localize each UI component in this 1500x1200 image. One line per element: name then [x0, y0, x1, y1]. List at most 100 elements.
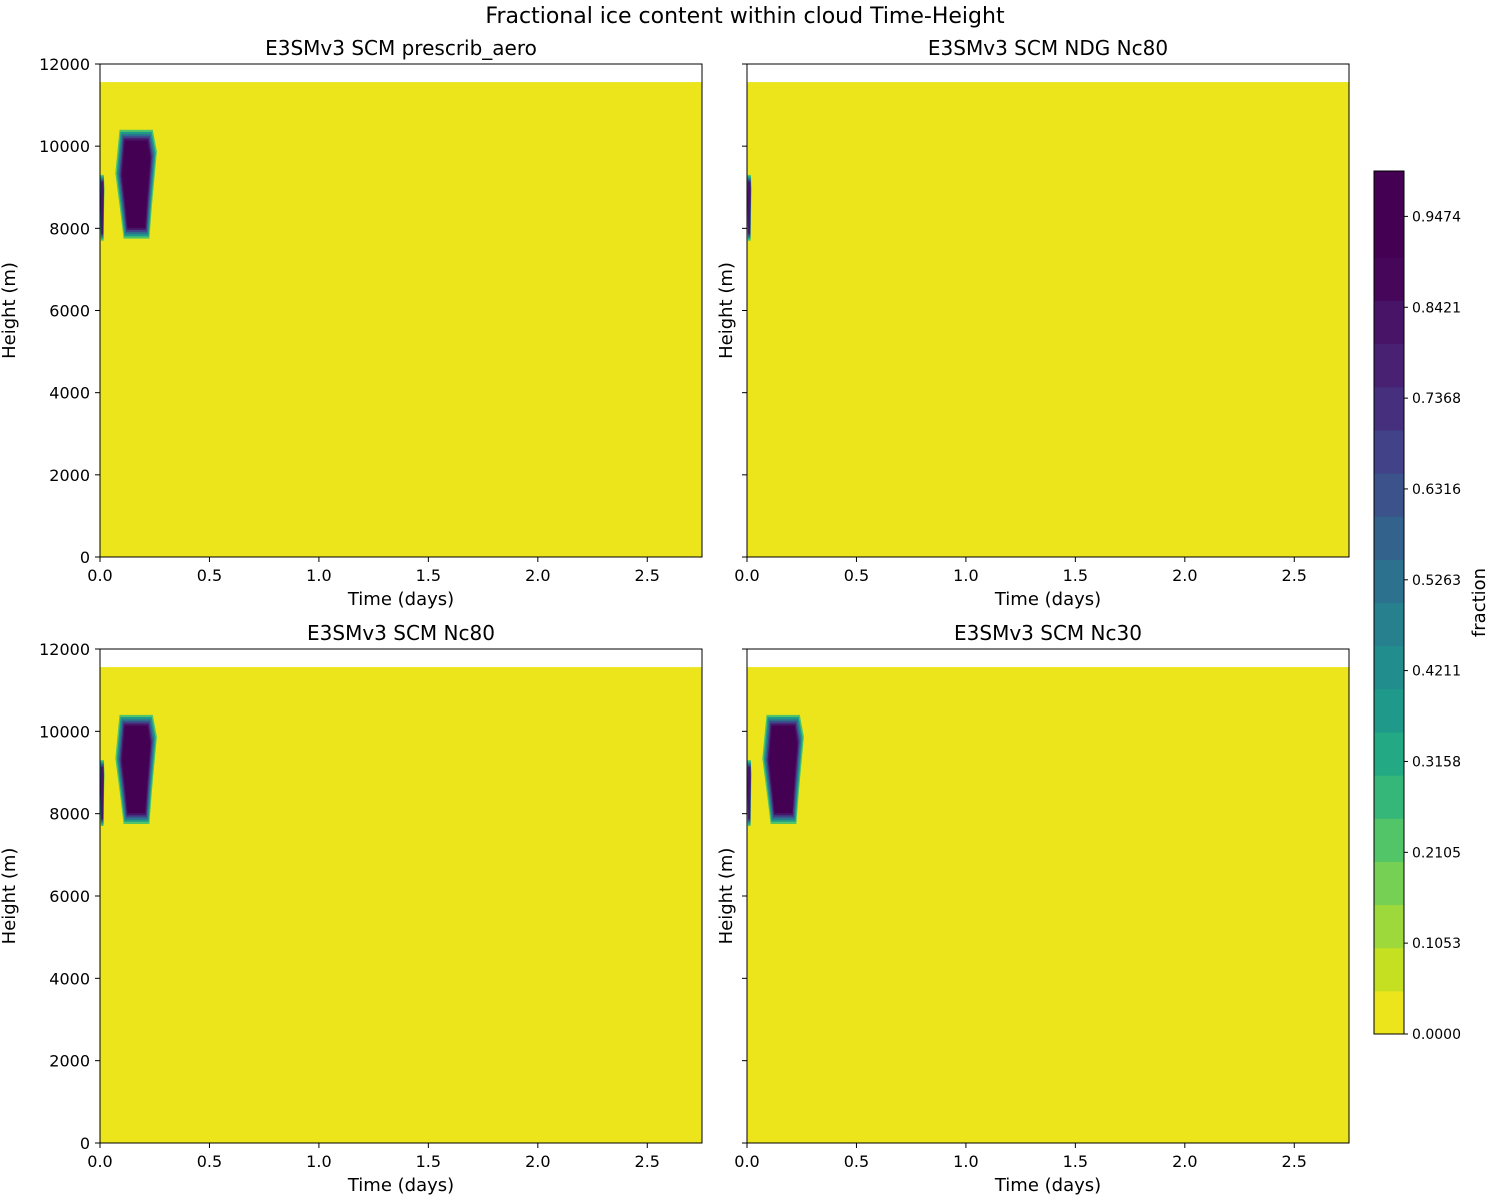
contour-band	[747, 181, 751, 235]
ice-feature-2	[100, 174, 105, 241]
x-tick-label: 0.5	[197, 566, 222, 585]
field-background	[100, 82, 702, 557]
contour-band	[747, 766, 751, 820]
y-tick-label: 6000	[49, 887, 90, 906]
contour-band	[769, 725, 798, 813]
field-background	[747, 82, 1349, 557]
colorbar-segment	[1374, 214, 1404, 258]
colorbar-segment	[1374, 990, 1404, 1035]
y-tick-label: 2000	[49, 1052, 90, 1071]
x-tick-label: 1.5	[1063, 566, 1088, 585]
field-background	[100, 667, 702, 1143]
colorbar-segment	[1374, 861, 1404, 906]
y-axis-label: Height (m)	[716, 262, 737, 359]
x-tick-label: 1.5	[1063, 1152, 1088, 1171]
y-tick-label: 0	[80, 1134, 90, 1153]
contour-band	[122, 725, 151, 813]
colorbar-segment	[1374, 904, 1404, 949]
y-axis-label: Height (m)	[0, 262, 20, 359]
panel-title: E3SMv3 SCM prescrib_aero	[265, 36, 537, 60]
x-tick-label: 0.5	[844, 566, 869, 585]
panel-1: E3SMv3 SCM prescrib_aero 0.0 0.5 1.0 1.5 2.0 2…	[0, 36, 703, 610]
x-tick-label: 0.0	[734, 566, 759, 585]
y-axis-label: Height (m)	[0, 848, 20, 945]
colorbar-tick-label: 0.6316	[1412, 482, 1461, 498]
colorbar-tick-label: 0.2105	[1412, 845, 1461, 861]
colorbar-segment	[1374, 731, 1404, 776]
panel-title: E3SMv3 SCM Nc30	[954, 621, 1142, 645]
y-tick-label: 6000	[49, 302, 90, 321]
field-background	[747, 667, 1349, 1143]
x-tick-label: 1.5	[416, 1152, 441, 1171]
colorbar-tick-label: 0.4211	[1412, 664, 1461, 680]
ice-feature-1	[747, 174, 752, 241]
colorbar-label: fraction	[1469, 568, 1490, 637]
y-tick-label: 0	[80, 548, 90, 567]
x-tick-label: 2.0	[1172, 1152, 1197, 1171]
ice-feature-1	[115, 129, 157, 239]
colorbar-segment	[1374, 300, 1404, 345]
colorbar-segment	[1374, 645, 1404, 690]
x-tick-label: 1.5	[416, 566, 441, 585]
contour-band	[100, 181, 104, 235]
y-tick-label: 2000	[49, 466, 90, 485]
plot-area	[100, 64, 702, 557]
colorbar-segment	[1374, 775, 1404, 819]
ice-feature-2	[100, 760, 105, 826]
colorbar-tick-label: 0.9474	[1412, 209, 1461, 225]
panel-2: E3SMv3 SCM NDG Nc80 0.0 0.5 1.0 1.5 2.0 2.5 Tim…	[716, 36, 1350, 610]
panels-group: E3SMv3 SCM prescrib_aero 0.0 0.5 1.0 1.5 2.0 2…	[0, 36, 1350, 1196]
x-tick-label: 1.0	[306, 1152, 331, 1171]
x-tick-label: 0.0	[87, 566, 112, 585]
x-tick-label: 2.0	[525, 1152, 550, 1171]
x-tick-label: 1.0	[953, 1152, 978, 1171]
colorbar-segment	[1374, 688, 1404, 733]
x-tick-label: 2.5	[1282, 1152, 1307, 1171]
x-tick-label: 2.5	[635, 566, 660, 585]
y-tick-label: 8000	[49, 805, 90, 824]
y-axis-label: Height (m)	[716, 848, 737, 945]
x-axis-label: Time (days)	[347, 1175, 454, 1196]
x-axis-label: Time (days)	[347, 589, 454, 610]
colorbar-segment	[1374, 818, 1404, 862]
x-axis-label: Time (days)	[994, 1175, 1101, 1196]
colorbar-tick-label: 0.1053	[1412, 936, 1461, 952]
colorbar-segment	[1374, 343, 1404, 388]
panel-3: E3SMv3 SCM Nc80 0.0 0.5 1.0 1.5 2.0 2.5 Time (d…	[0, 621, 703, 1196]
x-tick-label: 0.0	[87, 1152, 112, 1171]
colorbar-segment	[1374, 602, 1404, 647]
panel-title: E3SMv3 SCM NDG Nc80	[928, 36, 1168, 60]
y-tick-label: 12000	[39, 640, 90, 659]
colorbar-segment	[1374, 473, 1404, 517]
colorbar-segment	[1374, 257, 1404, 301]
colorbar-tick-label: 0.0000	[1412, 1027, 1461, 1043]
y-tick-label: 4000	[49, 384, 90, 403]
y-tick-label: 10000	[39, 137, 90, 156]
colorbar-segment	[1374, 171, 1404, 215]
colorbar-tick-label: 0.5263	[1412, 573, 1461, 589]
x-tick-label: 2.5	[1282, 566, 1307, 585]
x-tick-label: 0.0	[734, 1152, 759, 1171]
x-tick-label: 0.5	[197, 1152, 222, 1171]
colorbar-segment	[1374, 559, 1404, 603]
ice-feature-1	[115, 714, 157, 824]
ice-feature-2	[747, 760, 752, 826]
plot-area	[747, 64, 1349, 557]
contour-band	[122, 140, 151, 228]
plot-area	[747, 649, 1349, 1143]
panel-title: E3SMv3 SCM Nc80	[307, 621, 495, 645]
figure-suptitle: Fractional ice content within cloud Time…	[485, 4, 1005, 29]
colorbar-segment	[1374, 386, 1404, 431]
colorbar-tick-label: 0.7368	[1412, 391, 1461, 407]
ice-feature-1	[762, 714, 804, 824]
colorbar-frame	[1373, 170, 1405, 1035]
panel-4: E3SMv3 SCM Nc30 0.0 0.5 1.0 1.5 2.0 2.5 Time (d…	[716, 621, 1350, 1196]
x-tick-label: 2.0	[1172, 566, 1197, 585]
x-tick-label: 1.0	[953, 566, 978, 585]
y-tick-label: 10000	[39, 722, 90, 741]
y-tick-label: 12000	[39, 55, 90, 74]
x-tick-label: 1.0	[306, 566, 331, 585]
x-tick-label: 2.5	[635, 1152, 660, 1171]
colorbar-tick-label: 0.3158	[1412, 754, 1461, 770]
